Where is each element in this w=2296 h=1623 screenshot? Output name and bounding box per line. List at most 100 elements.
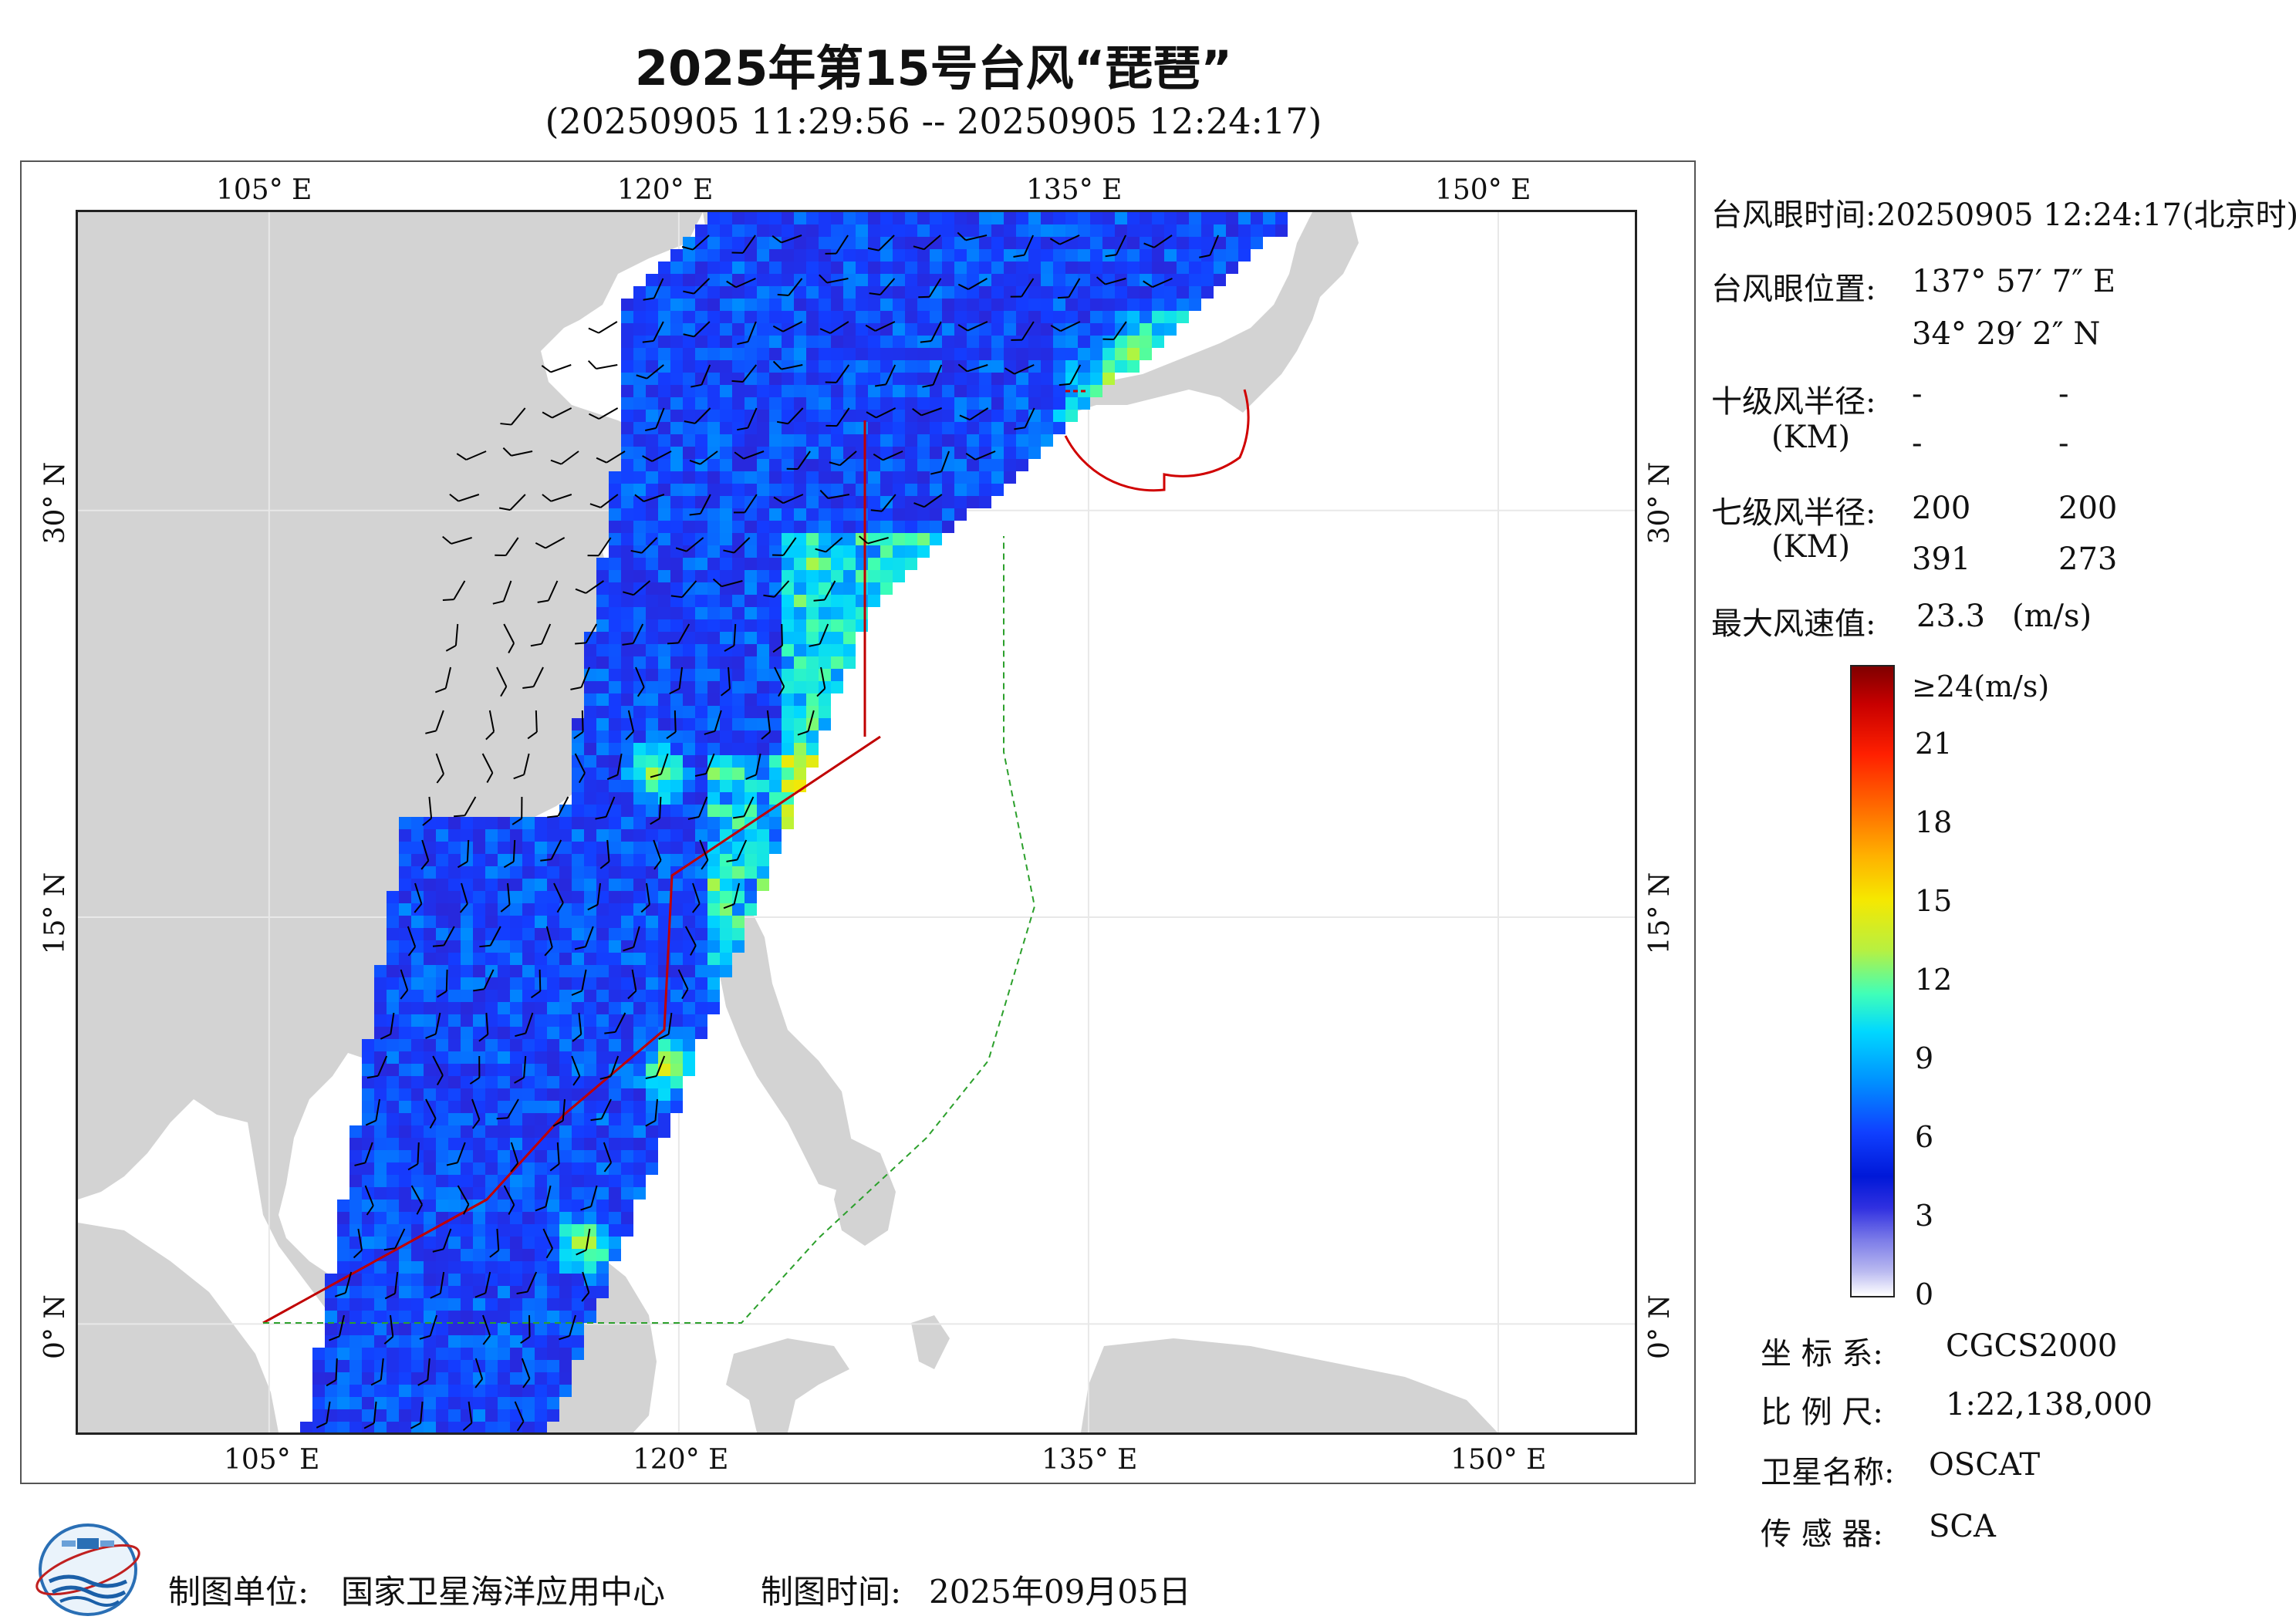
wind-speed-cell bbox=[633, 323, 646, 336]
wind-speed-cell bbox=[683, 693, 695, 706]
wind-speed-cell bbox=[732, 582, 745, 595]
wind-speed-cell bbox=[362, 1360, 374, 1372]
wind-speed-cell bbox=[1065, 397, 1078, 410]
wind-speed-cell bbox=[621, 916, 633, 928]
wind-speed-cell bbox=[868, 299, 880, 311]
wind-speed-cell bbox=[707, 299, 720, 311]
wind-speed-cell bbox=[485, 1360, 498, 1372]
wind-speed-cell bbox=[683, 891, 695, 903]
wind-speed-cell bbox=[670, 1014, 683, 1027]
wind-barb-icon bbox=[580, 1185, 598, 1211]
wind-speed-cell bbox=[498, 965, 510, 977]
wind-speed-cell bbox=[424, 1002, 436, 1014]
wind-speed-cell bbox=[633, 1027, 646, 1039]
wind-speed-cell bbox=[609, 780, 621, 792]
wind-barb-icon bbox=[522, 666, 544, 689]
wind-speed-cell bbox=[782, 743, 794, 755]
wind-speed-cell bbox=[794, 743, 806, 755]
wind-speed-cell bbox=[819, 224, 831, 237]
wind-speed-cell bbox=[646, 508, 658, 521]
wind-speed-cell bbox=[399, 817, 411, 829]
wind-speed-cell bbox=[559, 817, 572, 829]
wind-barb-icon bbox=[957, 231, 988, 241]
wind-speed-cell bbox=[769, 755, 782, 768]
wind-speed-cell bbox=[1102, 212, 1115, 224]
wind-speed-cell bbox=[1115, 360, 1127, 373]
wind-speed-cell bbox=[436, 1323, 448, 1335]
wind-speed-cell bbox=[1177, 249, 1189, 262]
wind-speed-cell bbox=[745, 212, 757, 224]
wind-speed-cell bbox=[621, 410, 633, 422]
wind-speed-cell bbox=[646, 459, 658, 471]
max-wind-unit: (m/s) bbox=[2012, 599, 2092, 634]
wind-speed-cell bbox=[979, 262, 991, 274]
wind-speed-cell bbox=[695, 829, 707, 842]
wind-speed-cell bbox=[411, 953, 424, 965]
wind-speed-cell bbox=[794, 286, 806, 299]
wind-speed-cell bbox=[905, 299, 917, 311]
wind-speed-cell bbox=[991, 237, 1004, 249]
wind-speed-cell bbox=[732, 360, 745, 373]
wind-speed-cell bbox=[473, 1162, 485, 1175]
wind-speed-cell bbox=[1214, 212, 1226, 224]
wind-speed-cell bbox=[745, 373, 757, 385]
wind-speed-cell bbox=[720, 743, 732, 755]
wind-speed-cell bbox=[473, 879, 485, 891]
wind-speed-cell bbox=[522, 1261, 535, 1274]
wind-speed-cell bbox=[411, 928, 424, 940]
wind-speed-cell bbox=[337, 1200, 349, 1212]
wind-speed-cell bbox=[337, 1385, 349, 1397]
wind-speed-cell bbox=[535, 1348, 547, 1360]
wind-barb-icon bbox=[930, 450, 950, 475]
wind-speed-cell bbox=[510, 1385, 522, 1397]
wind-speed-cell bbox=[436, 854, 448, 866]
wind-speed-cell bbox=[732, 496, 745, 508]
wind-speed-cell bbox=[498, 1311, 510, 1323]
wind-barb-icon bbox=[514, 1055, 527, 1084]
wind-speed-cell bbox=[633, 1113, 646, 1125]
wind-speed-cell bbox=[374, 1125, 387, 1138]
wind-speed-cell bbox=[757, 792, 769, 805]
legend-tick-label: 15 bbox=[1915, 884, 1953, 918]
wind-speed-cell bbox=[720, 879, 732, 891]
wind-speed-cell bbox=[757, 397, 769, 410]
wind-speed-cell bbox=[448, 1138, 461, 1150]
wind-speed-cell bbox=[954, 274, 967, 286]
wind-speed-cell bbox=[658, 1088, 670, 1101]
wind-barb-icon bbox=[867, 235, 895, 251]
wind-speed-cell bbox=[349, 1372, 362, 1385]
wind-speed-cell bbox=[769, 508, 782, 521]
wind-speed-cell bbox=[806, 299, 819, 311]
wind-speed-cell bbox=[782, 718, 794, 731]
wind-barb-icon bbox=[819, 274, 849, 284]
wind-speed-cell bbox=[954, 397, 967, 410]
wind-field-map[interactable] bbox=[76, 210, 1637, 1435]
map-canvas[interactable] bbox=[78, 212, 1635, 1432]
wind-speed-cell bbox=[819, 656, 831, 669]
wind-speed-cell bbox=[1028, 212, 1041, 224]
wind-speed-cell bbox=[757, 274, 769, 286]
wind-speed-cell bbox=[1041, 422, 1053, 434]
wind-speed-cell bbox=[683, 940, 695, 953]
wind-barb-icon bbox=[595, 796, 616, 820]
wind-speed-cell bbox=[979, 249, 991, 262]
wind-speed-cell bbox=[757, 434, 769, 447]
wind-speed-cell bbox=[646, 1076, 658, 1088]
wind-speed-cell bbox=[584, 1237, 596, 1249]
wind-speed-cell bbox=[498, 1360, 510, 1372]
wind-speed-cell bbox=[658, 681, 670, 693]
wind-speed-cell bbox=[1078, 274, 1090, 286]
wind-speed-cell bbox=[362, 1051, 374, 1064]
wind-speed-cell bbox=[670, 397, 683, 410]
wind-speed-cell bbox=[646, 1101, 658, 1113]
wind-speed-cell bbox=[498, 1409, 510, 1422]
wind-speed-cell bbox=[448, 1014, 461, 1027]
wind-speed-cell bbox=[621, 1125, 633, 1138]
wind-speed-cell bbox=[856, 397, 868, 410]
wind-barb-icon bbox=[645, 1055, 666, 1080]
wind-speed-cell bbox=[670, 656, 683, 669]
wind-speed-cell bbox=[559, 1027, 572, 1039]
wind-speed-cell bbox=[769, 447, 782, 459]
wind-speed-cell bbox=[535, 1286, 547, 1298]
wind-speed-cell bbox=[1028, 336, 1041, 348]
